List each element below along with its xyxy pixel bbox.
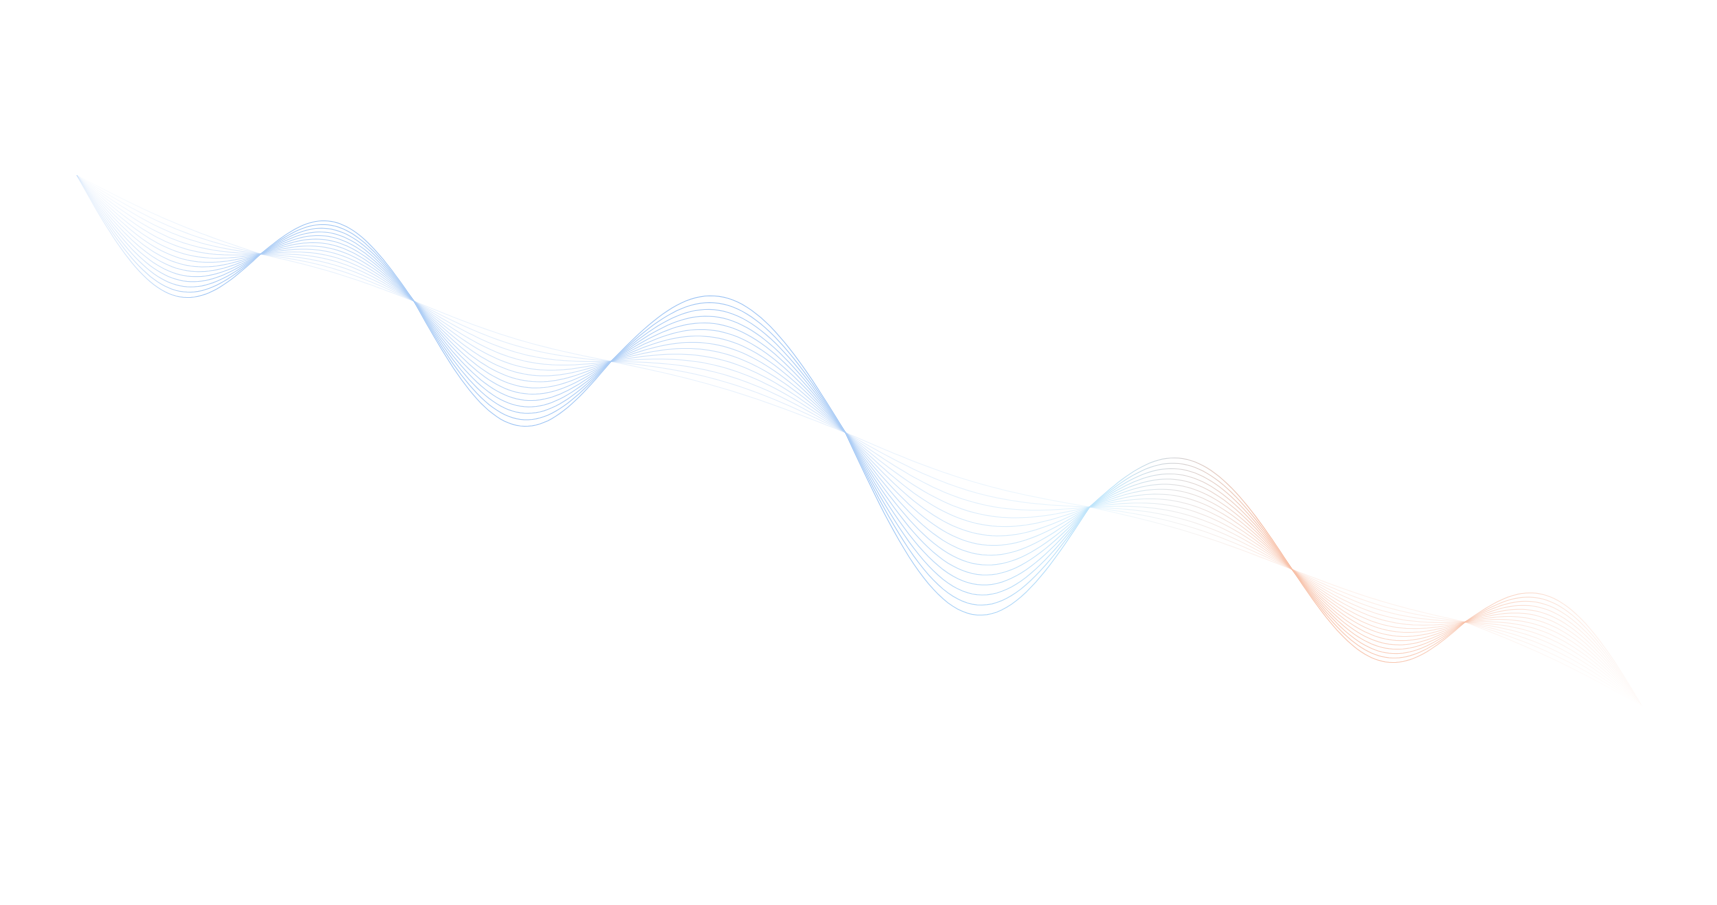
- wave-line: [76, 174, 1643, 707]
- wave-lines-group: [76, 174, 1643, 707]
- wave-line: [76, 174, 1643, 707]
